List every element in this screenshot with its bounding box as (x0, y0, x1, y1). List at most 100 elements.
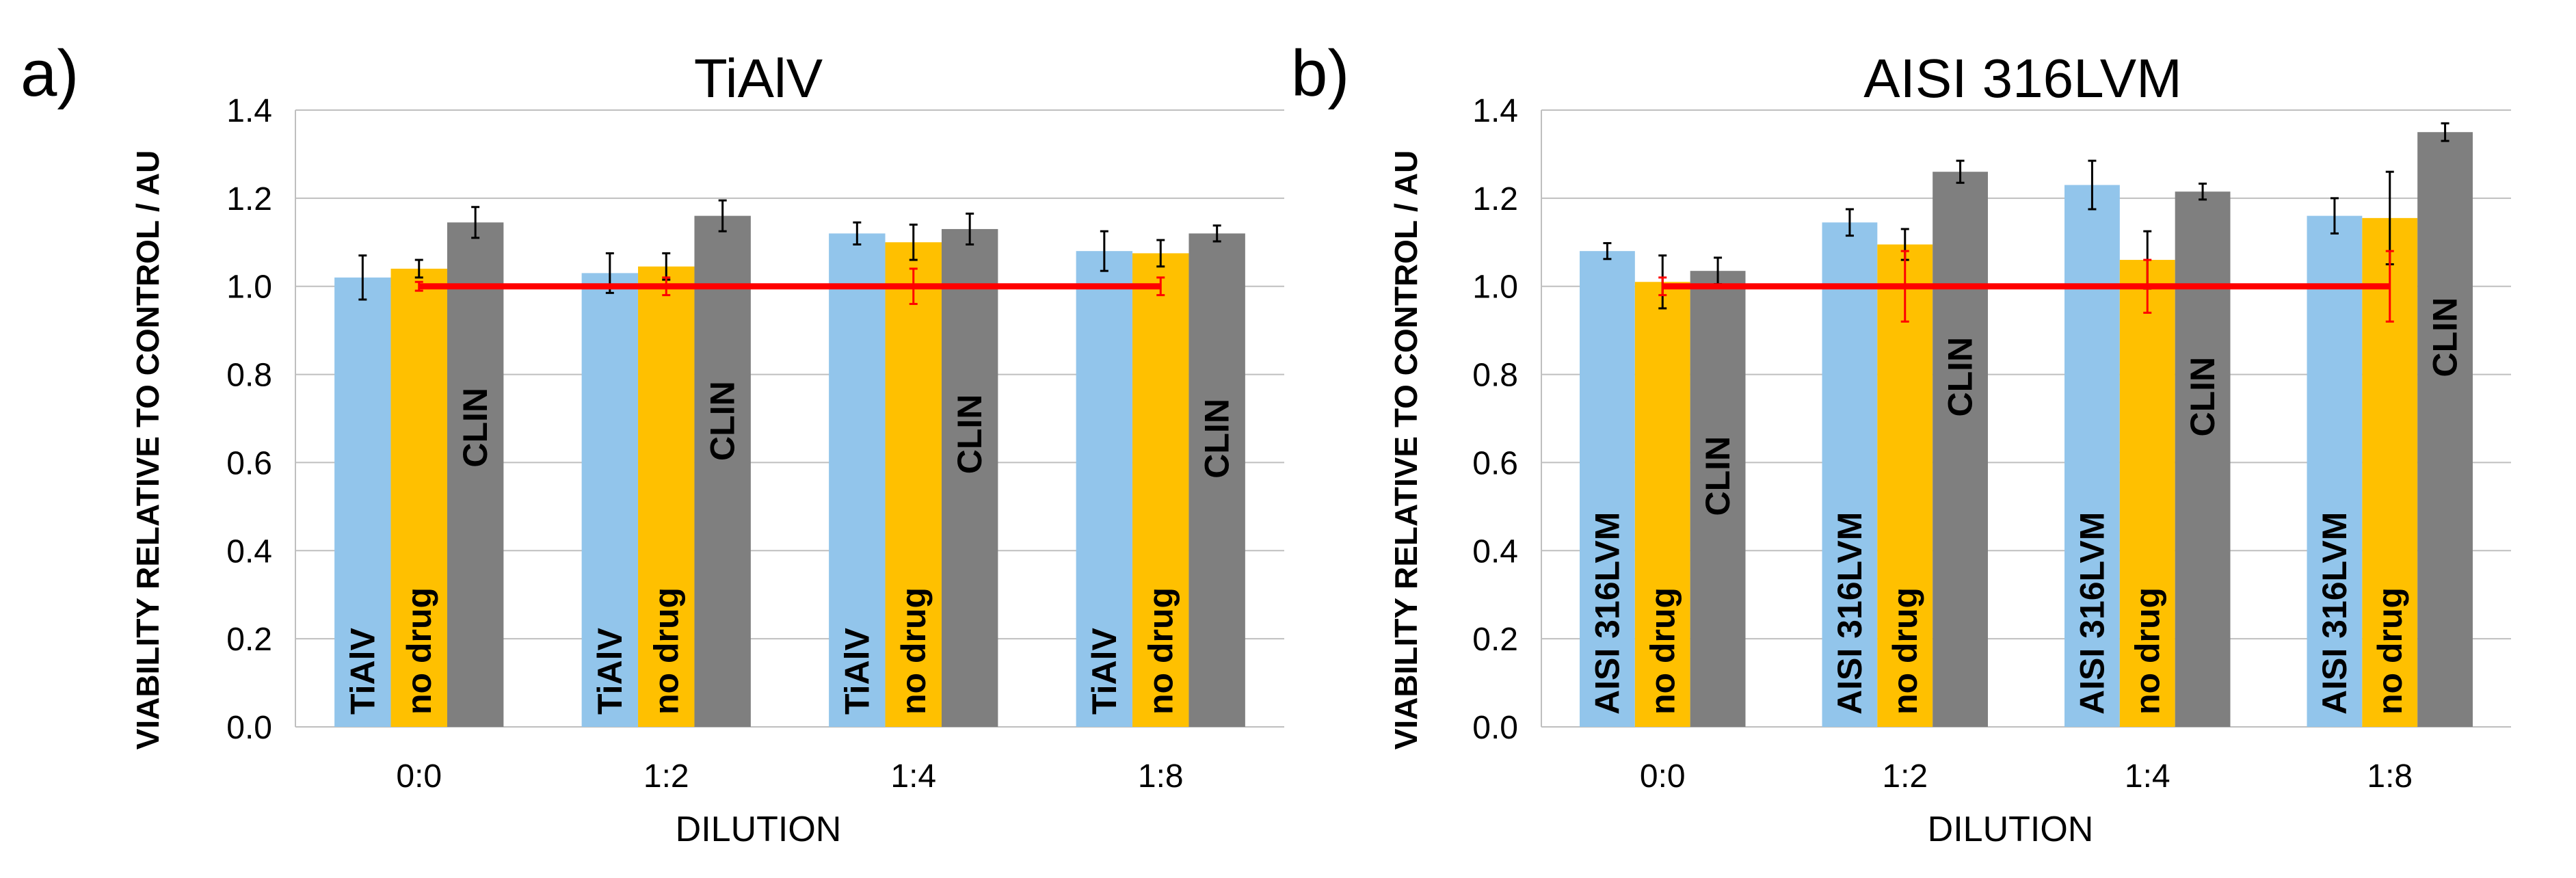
y-tick-label: 1.2 (226, 181, 272, 217)
bar-label-aisi-316lvm-s0-c0: AISI 316LVM (1588, 512, 1626, 715)
reference-error-bar (1156, 276, 1165, 297)
bar-label-aisi-316lvm-s2-c2: CLIN (2183, 357, 2222, 437)
y-tick-label: 0.0 (1472, 710, 1518, 746)
reference-line-group (414, 267, 1165, 305)
error-bar (1956, 159, 1965, 184)
reference-error-bar (1900, 250, 1909, 323)
y-tick-label: 0.4 (1472, 533, 1518, 570)
chart-aisi-316lvm: b) AISI 316LVM DILUTION VIABILITY RELATI… (1291, 37, 2511, 849)
y-tick-label: 1.4 (1472, 93, 1518, 129)
error-bar (853, 221, 862, 246)
x-tick-label: 0:0 (396, 758, 442, 795)
bar-labels: AISI 316LVM no drug CLIN AISI 316LVM no drug… (1588, 297, 2464, 715)
bar-aisi-316lvm-s1-c0 (1634, 282, 1690, 727)
y-tick-labels: 0.0 0.2 0.4 0.6 0.8 1.0 1.2 1.4 (1472, 93, 1518, 746)
bar-label-aisi-316lvm-s1-c1: no drug (1886, 587, 1924, 715)
y-tick-label: 0.6 (1472, 445, 1518, 481)
panel-letter-b: b) (1291, 37, 1349, 110)
bar-label-tialv-s2-c0: CLIN (456, 388, 494, 468)
bar-label-aisi-316lvm-s1-c3: no drug (2371, 587, 2409, 715)
error-bar (1212, 224, 1221, 243)
bar-label-aisi-316lvm-s2-c3: CLIN (2426, 297, 2465, 377)
bar-label-tialv-s1-c0: no drug (400, 587, 438, 715)
chart-title-aisi-316lvm: AISI 316LVM (1863, 48, 2181, 109)
bar-label-tialv-s0-c3: TiAlV (1085, 627, 1124, 715)
bar-tialv-s0-c3 (1076, 251, 1133, 728)
bar-aisi-316lvm-s0-c2 (2064, 185, 2120, 727)
bar-tialv-s1-c2 (885, 242, 942, 727)
x-tick-label: 1:8 (2367, 758, 2413, 795)
bar-label-aisi-316lvm-s0-c1: AISI 316LVM (1831, 512, 1869, 715)
chart-tialv: a) TiAlV DILUTION VIABILITY RELATIVE TO … (21, 37, 1284, 849)
error-bar (909, 224, 918, 261)
bar-aisi-316lvm-s0-c0 (1580, 251, 1635, 728)
bar-tialv-s1-c0 (390, 268, 447, 727)
y-tick-label: 0.8 (1472, 358, 1518, 394)
reference-error-bar (414, 280, 423, 292)
error-bar (966, 212, 974, 246)
bar-label-tialv-s1-c3: no drug (1141, 587, 1180, 715)
bar-label-aisi-316lvm-s0-c3: AISI 316LVM (2315, 512, 2354, 715)
error-bar (414, 258, 423, 279)
error-bar (718, 199, 727, 232)
y-tick-label: 0.2 (226, 622, 272, 658)
error-bar (1845, 208, 1854, 237)
x-axis-title-tialv: DILUTION (676, 810, 842, 849)
bar-label-aisi-316lvm-s1-c2: no drug (2128, 587, 2166, 715)
bar-tialv-s0-c2 (829, 233, 886, 727)
bar-label-aisi-316lvm-s2-c0: CLIN (1699, 436, 1737, 516)
bar-label-aisi-316lvm-s1-c0: no drug (1643, 587, 1682, 715)
reference-error-bar (2143, 258, 2152, 314)
bar-tialv-s2-c0 (447, 222, 504, 727)
bar-label-tialv-s0-c0: TiAlV (343, 627, 382, 715)
error-bar (2441, 122, 2449, 142)
bar-tialv-s1-c3 (1132, 253, 1189, 728)
y-tick-label: 0.8 (226, 358, 272, 394)
x-tick-label: 0:0 (1640, 758, 1686, 795)
bar-label-tialv-s1-c2: no drug (894, 587, 933, 715)
x-tick-label: 1:2 (1882, 758, 1928, 795)
bar-tialv-s2-c1 (694, 215, 751, 728)
y-tick-label: 0.2 (1472, 622, 1518, 658)
bar-label-aisi-316lvm-s2-c1: CLIN (1941, 337, 1980, 417)
y-tick-label: 0.4 (226, 533, 272, 570)
bar-label-tialv-s0-c2: TiAlV (838, 627, 876, 715)
error-bar (2330, 197, 2339, 235)
reference-error-bar (1658, 276, 1667, 297)
error-bar (2199, 183, 2207, 201)
error-bar (2088, 159, 2097, 211)
bar-label-tialv-s1-c1: no drug (647, 587, 685, 715)
bar-label-tialv-s2-c3: CLIN (1198, 399, 1236, 479)
reference-error-bar (662, 276, 671, 297)
bar-aisi-316lvm-s0-c3 (2307, 215, 2363, 728)
bar-label-aisi-316lvm-s0-c2: AISI 316LVM (2073, 512, 2111, 715)
bar-label-tialv-s2-c1: CLIN (704, 381, 742, 461)
bar-aisi-316lvm-s2-c1 (1933, 172, 1988, 727)
bar-tialv-s0-c0 (334, 277, 391, 727)
error-bar (1156, 239, 1165, 268)
y-axis-title-tialv: VIABILITY RELATIVE TO CONTROL / AU (130, 150, 165, 750)
bar-aisi-316lvm-s2-c0 (1690, 271, 1746, 727)
error-bar (1603, 242, 1612, 261)
error-bar (1100, 230, 1108, 272)
bar-aisi-316lvm-s1-c1 (1877, 244, 1933, 727)
bar-label-tialv-s2-c2: CLIN (951, 395, 989, 475)
y-tick-label: 1.0 (1472, 269, 1518, 306)
error-bars (358, 199, 1221, 301)
bar-aisi-316lvm-s1-c2 (2119, 260, 2175, 727)
y-axis-title-aisi-316lvm: VIABILITY RELATIVE TO CONTROL / AU (1388, 150, 1424, 750)
x-tick-label: 1:8 (1138, 758, 1184, 795)
bars (334, 215, 1245, 728)
chart-title-tialv: TiAlV (694, 48, 823, 109)
y-tick-label: 0.0 (226, 710, 272, 746)
y-tick-label: 1.4 (226, 93, 272, 129)
bar-label-tialv-s0-c1: TiAlV (591, 627, 629, 715)
y-tick-label: 0.6 (226, 445, 272, 481)
x-tick-label: 1:4 (2125, 758, 2170, 795)
bar-tialv-s1-c1 (638, 266, 695, 727)
x-tick-label: 1:4 (890, 758, 936, 795)
reference-error-bar (2385, 250, 2394, 323)
bar-labels: TiAlV no drug CLIN TiAlV no drug CLIN TiAlV no … (343, 381, 1236, 715)
bar-tialv-s0-c1 (581, 273, 639, 727)
panel-letter-a: a) (21, 37, 79, 110)
